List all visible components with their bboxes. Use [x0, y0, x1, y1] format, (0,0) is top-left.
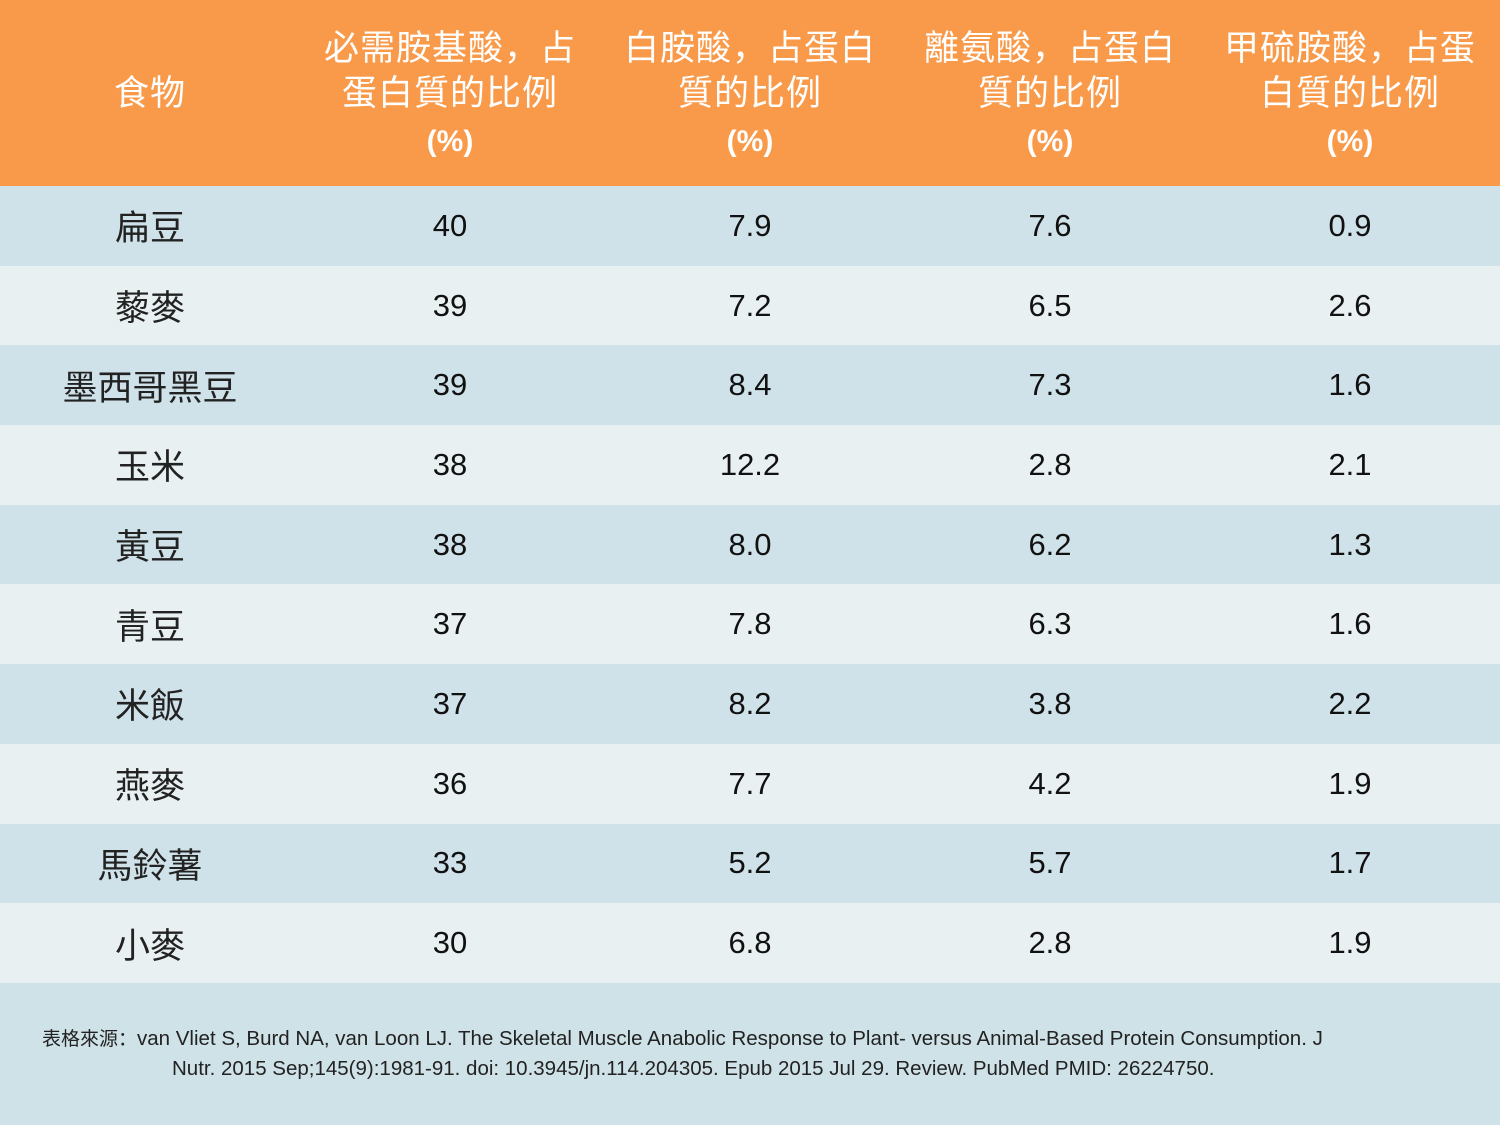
header-title: 白胺酸，占蛋白 質的比例	[623, 29, 876, 114]
lysine-cell: 6.5	[1028, 287, 1072, 323]
lysine-cell: 6.2	[1028, 526, 1072, 562]
methionine-cell: 1.9	[1328, 925, 1372, 961]
essential-cell: 39	[432, 287, 468, 323]
leucine-cell: 8.4	[728, 367, 772, 403]
header-title: 甲硫胺酸，占蛋 白質的比例	[1223, 29, 1476, 114]
food-cell: 米飯	[114, 687, 185, 728]
lysine-cell: 5.7	[1028, 845, 1072, 881]
table-header: 食物 必需胺基酸，占 蛋白質的比例 (%) 白胺酸，占蛋白 質的比例 (%) 離…	[0, 0, 1500, 186]
food-cell: 小麥	[114, 926, 185, 967]
citation-text-1: van Vliet S, Burd NA, van Loon LJ. The S…	[137, 1027, 1323, 1050]
header-cell-methionine: 甲硫胺酸，占蛋 白質的比例 (%)	[1200, 0, 1500, 186]
table-row: 玉米 38 12.2 2.8 2.1	[0, 425, 1500, 505]
food-cell: 燕麥	[114, 767, 185, 808]
table-row: 黃豆 38 8.0 6.2 1.3	[0, 504, 1500, 585]
leucine-cell: 7.8	[728, 606, 772, 642]
header-cell-food: 食物	[0, 0, 300, 186]
leucine-cell: 12.2	[719, 446, 781, 482]
food-cell: 扁豆	[114, 209, 185, 250]
lysine-cell: 7.6	[1028, 207, 1072, 243]
essential-cell: 30	[432, 925, 468, 961]
food-cell: 青豆	[114, 607, 185, 648]
food-cell: 馬鈴薯	[97, 846, 203, 887]
header-title: 離氨酸，占蛋白 質的比例	[923, 29, 1176, 114]
leucine-cell: 8.0	[728, 526, 772, 562]
header-title: 食物	[113, 73, 186, 114]
methionine-cell: 1.6	[1328, 367, 1372, 403]
source-label: 表格來源：	[42, 1028, 138, 1050]
methionine-cell: 2.2	[1328, 685, 1372, 721]
essential-cell: 36	[432, 765, 468, 801]
header-unit: (%)	[1026, 125, 1074, 158]
leucine-cell: 7.7	[728, 765, 772, 801]
leucine-cell: 7.2	[728, 287, 772, 323]
methionine-cell: 2.1	[1328, 446, 1372, 482]
essential-cell: 38	[432, 526, 468, 562]
essential-cell: 37	[432, 685, 468, 721]
methionine-cell: 2.6	[1328, 287, 1372, 323]
essential-cell: 39	[432, 367, 468, 403]
leucine-cell: 5.2	[728, 845, 772, 881]
lysine-cell: 2.8	[1028, 446, 1072, 482]
lysine-cell: 6.3	[1028, 606, 1072, 642]
table-row: 燕麥 36 7.7 4.2 1.9	[0, 743, 1500, 824]
table-row: 馬鈴薯 33 5.2 5.7 1.7	[0, 823, 1500, 904]
lysine-cell: 4.2	[1028, 765, 1072, 801]
lysine-cell: 7.3	[1028, 367, 1072, 403]
table-row: 小麥 30 6.8 2.8 1.9	[0, 903, 1500, 983]
header-unit: (%)	[1326, 125, 1374, 158]
food-cell: 黃豆	[114, 528, 185, 569]
leucine-cell: 6.8	[728, 925, 772, 961]
methionine-cell: 1.6	[1328, 606, 1372, 642]
header-cell-essential-amino-acids: 必需胺基酸，占 蛋白質的比例 (%)	[300, 0, 600, 186]
essential-cell: 38	[432, 446, 468, 482]
essential-cell: 40	[432, 207, 468, 243]
methionine-cell: 1.9	[1328, 765, 1372, 801]
methionine-cell: 0.9	[1328, 207, 1372, 243]
table-row: 扁豆 40 7.9 7.6 0.9	[0, 186, 1500, 266]
essential-cell: 33	[432, 845, 468, 881]
essential-cell: 37	[432, 606, 468, 642]
table-row: 墨西哥黑豆 39 8.4 7.3 1.6	[0, 345, 1500, 426]
food-cell: 墨西哥黑豆	[62, 368, 238, 409]
header-unit: (%)	[426, 125, 474, 158]
header-title: 必需胺基酸，占 蛋白質的比例	[323, 29, 576, 114]
citation-line-1: 表格來源：van Vliet S, Burd NA, van Loon LJ. …	[0, 1024, 1500, 1054]
source-citation: 表格來源：van Vliet S, Burd NA, van Loon LJ. …	[0, 1024, 1500, 1083]
citation-line-2: Nutr. 2015 Sep;145(9):1981-91. doi: 10.3…	[172, 1057, 1215, 1080]
methionine-cell: 1.3	[1328, 526, 1372, 562]
food-cell: 玉米	[114, 448, 185, 489]
methionine-cell: 1.7	[1328, 845, 1372, 881]
header-cell-lysine: 離氨酸，占蛋白 質的比例 (%)	[900, 0, 1200, 186]
header-unit: (%)	[726, 125, 774, 158]
food-cell: 藜麥	[114, 289, 185, 330]
table-row: 藜麥 39 7.2 6.5 2.6	[0, 265, 1500, 346]
table-body: 扁豆 40 7.9 7.6 0.9 藜麥 39 7.2 6.5 2.6 墨西哥黑…	[0, 186, 1500, 983]
lysine-cell: 2.8	[1028, 925, 1072, 961]
table-row: 米飯 37 8.2 3.8 2.2	[0, 664, 1500, 744]
leucine-cell: 7.9	[728, 207, 772, 243]
table-row: 青豆 37 7.8 6.3 1.6	[0, 584, 1500, 665]
lysine-cell: 3.8	[1028, 685, 1072, 721]
header-cell-leucine: 白胺酸，占蛋白 質的比例 (%)	[600, 0, 900, 186]
leucine-cell: 8.2	[728, 685, 772, 721]
